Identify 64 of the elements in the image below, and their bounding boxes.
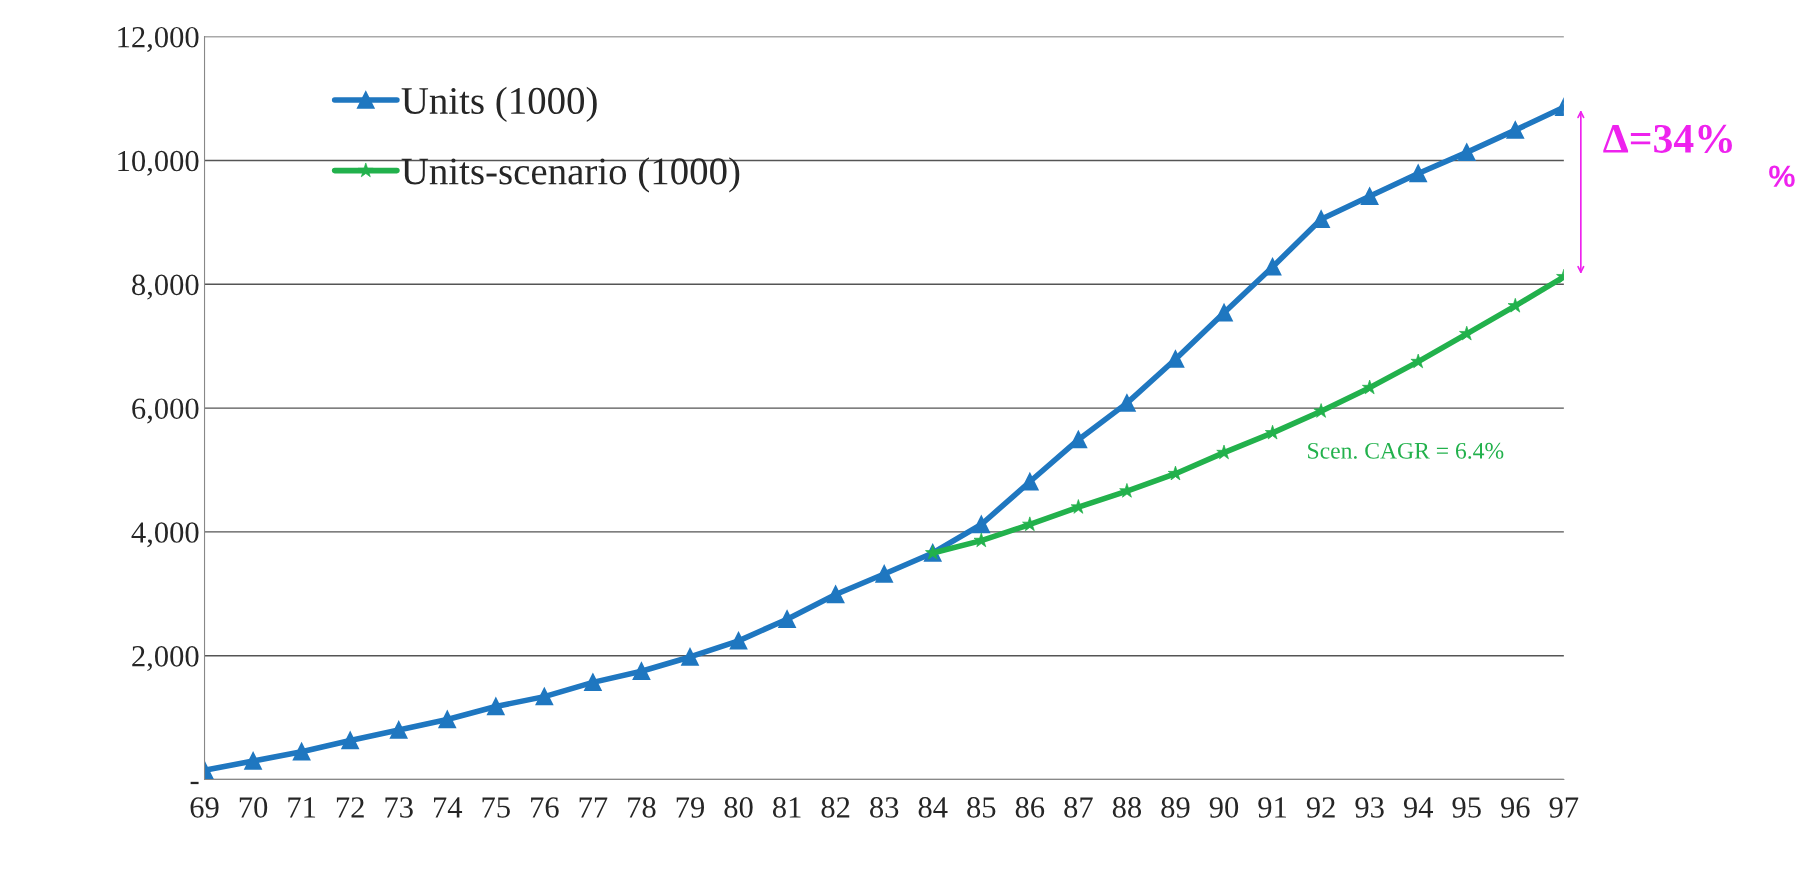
point <box>1021 473 1039 491</box>
text: Δ=34% <box>1603 124 1732 154</box>
x-tick-label: 89 <box>1161 797 1190 818</box>
point <box>778 610 796 628</box>
annotation: Scen. CAGR = 6.4% <box>1308 442 1504 459</box>
x-tick-label: 87 <box>1064 797 1093 818</box>
point <box>681 648 699 666</box>
x-tick-label: 79 <box>676 797 705 818</box>
x-tick-label: 72 <box>336 797 364 818</box>
point <box>875 565 893 583</box>
point <box>632 662 651 680</box>
point <box>729 632 748 650</box>
point <box>1458 143 1476 162</box>
y-tick-label: 10,000 <box>118 150 199 176</box>
legend-label: Units-scenario (1000) <box>401 157 740 193</box>
point <box>1409 164 1427 183</box>
point <box>1118 394 1136 412</box>
x-tick-label: 70 <box>239 797 268 818</box>
x-tick-label: 96 <box>1501 797 1530 818</box>
text: % <box>1769 165 1795 187</box>
x-tick-label: 76 <box>531 797 559 818</box>
x-tick-label: 82 <box>821 797 850 818</box>
x-tick-label: 97 <box>1549 797 1579 818</box>
x-tick-label: 88 <box>1112 797 1142 818</box>
point <box>1360 187 1379 206</box>
point <box>1312 210 1330 228</box>
x-tick-label: 91 <box>1258 797 1286 818</box>
x-tick-label: 74 <box>434 797 463 818</box>
point <box>826 585 845 604</box>
x-tick-label: 69 <box>190 797 219 818</box>
x-tick-label: 95 <box>1452 797 1481 818</box>
x-tick-label: 85 <box>967 797 996 818</box>
point <box>972 515 990 534</box>
x-tick-label: 92 <box>1306 797 1335 818</box>
y-tick-label: 2,000 <box>132 646 199 672</box>
point <box>341 731 359 750</box>
legend-label: Units (1000) <box>401 86 597 122</box>
point <box>584 673 602 692</box>
point <box>1506 121 1524 139</box>
x-tick-label: 73 <box>385 797 413 818</box>
y-tick-label: 4,000 <box>131 522 199 548</box>
x-tick-label: 80 <box>724 797 753 818</box>
point <box>487 697 505 716</box>
x-tick-label: 78 <box>628 797 656 818</box>
point <box>1215 304 1233 322</box>
x-tick-label: 84 <box>918 797 948 818</box>
x-tick-label: 77 <box>579 797 608 818</box>
point <box>292 743 311 761</box>
point <box>390 721 408 739</box>
x-tick-label: 83 <box>870 797 899 818</box>
y-tick-label: 12,000 <box>118 26 199 52</box>
x-tick-label: 81 <box>772 797 801 818</box>
x-tick-label: 93 <box>1355 797 1384 818</box>
x-tick-label: 71 <box>288 797 316 818</box>
x-tick-label: 86 <box>1015 797 1045 818</box>
y-tick-label: 6,000 <box>132 398 199 424</box>
point <box>535 687 554 706</box>
y-tick-label: - <box>190 781 199 785</box>
point <box>244 752 262 770</box>
point <box>438 710 456 729</box>
y-tick-label: 8,000 <box>132 274 199 300</box>
x-tick-label: 94 <box>1403 797 1433 818</box>
x-tick-label: 90 <box>1209 797 1239 818</box>
x-tick-label: 75 <box>482 797 510 818</box>
